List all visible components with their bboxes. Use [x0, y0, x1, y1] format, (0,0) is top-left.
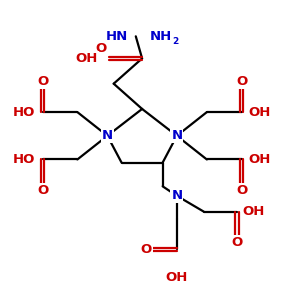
Text: OH: OH — [249, 153, 271, 166]
Text: O: O — [236, 75, 247, 88]
Text: OH: OH — [242, 205, 265, 218]
Text: HN: HN — [106, 30, 128, 43]
Text: O: O — [37, 75, 48, 88]
Text: O: O — [231, 236, 242, 249]
Text: N: N — [102, 129, 113, 142]
Text: 2: 2 — [172, 38, 178, 46]
Text: N: N — [171, 189, 182, 202]
Text: OH: OH — [76, 52, 98, 65]
Text: HO: HO — [13, 106, 35, 118]
Text: OH: OH — [166, 271, 188, 284]
Text: HO: HO — [13, 153, 35, 166]
Text: O: O — [37, 184, 48, 196]
Text: NH: NH — [150, 30, 172, 43]
Text: O: O — [141, 243, 152, 256]
Text: OH: OH — [249, 106, 271, 118]
Text: O: O — [236, 184, 247, 196]
Text: N: N — [171, 129, 182, 142]
Text: O: O — [95, 42, 107, 56]
